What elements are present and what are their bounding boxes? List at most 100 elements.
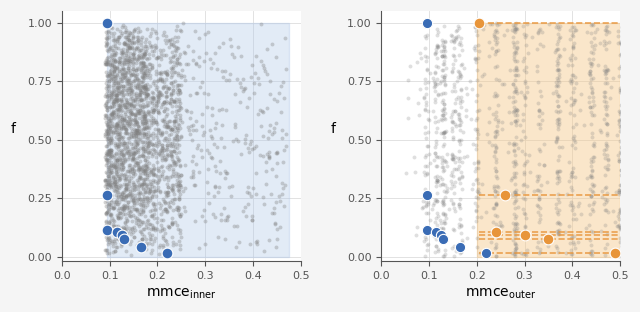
Point [106, 123, 116, 128]
Point [127, 166, 137, 171]
Point [150, 207, 160, 212]
Point [259, 110, 269, 115]
Point [120, 111, 130, 116]
Point [168, 54, 179, 59]
Point [113, 235, 124, 240]
Point [207, 61, 218, 66]
Point [175, 100, 186, 105]
Point [127, 166, 138, 171]
Point [586, 134, 596, 139]
Point [124, 119, 134, 124]
Point [151, 56, 161, 61]
Point [131, 129, 141, 134]
Point [141, 131, 151, 136]
Point [159, 207, 170, 212]
Point [141, 222, 152, 227]
Point [140, 84, 150, 89]
Point [147, 100, 157, 105]
Point [132, 139, 143, 144]
Point [161, 95, 172, 100]
Point [614, 225, 625, 230]
Point [101, 85, 111, 90]
Point [102, 235, 113, 240]
Point [447, 118, 458, 123]
Point [152, 184, 163, 189]
Point [171, 181, 181, 186]
Point [106, 163, 116, 168]
Point [536, 182, 546, 187]
Point [132, 127, 142, 132]
Point [510, 231, 520, 236]
Point [122, 186, 132, 191]
Point [129, 235, 140, 240]
Point [106, 68, 116, 73]
Point [127, 196, 138, 201]
Point [131, 67, 141, 72]
Point [142, 219, 152, 224]
Point [602, 67, 612, 72]
Point [138, 45, 148, 50]
Point [509, 222, 520, 227]
Point [218, 41, 228, 46]
Point [120, 101, 130, 106]
Point [113, 137, 124, 142]
Point [109, 104, 119, 109]
Point [107, 216, 117, 221]
Point [454, 141, 465, 146]
Point [166, 127, 176, 132]
Point [430, 64, 440, 69]
Point [134, 110, 145, 115]
Point [140, 171, 150, 176]
Point [138, 113, 148, 118]
Point [156, 77, 166, 82]
Point [165, 143, 175, 148]
Point [421, 35, 431, 40]
Point [138, 169, 148, 174]
Point [490, 188, 500, 193]
Point [251, 170, 261, 175]
Point [597, 188, 607, 193]
Point [552, 22, 563, 27]
Point [204, 201, 214, 206]
Point [140, 168, 150, 173]
Point [131, 129, 141, 134]
Point [241, 190, 252, 195]
Point [433, 249, 444, 254]
Point [431, 125, 442, 130]
Point [615, 112, 625, 117]
Point [102, 108, 112, 113]
Point [113, 144, 124, 149]
Point [102, 186, 112, 191]
Point [568, 41, 579, 46]
Point [176, 73, 186, 78]
Point [157, 131, 168, 136]
Point [610, 251, 620, 256]
Point [555, 23, 565, 28]
Point [131, 209, 141, 214]
Point [100, 131, 111, 136]
Point [112, 230, 122, 235]
Point [112, 202, 122, 207]
Point [421, 91, 431, 96]
Point [103, 115, 113, 120]
Point [129, 122, 140, 127]
Point [106, 94, 116, 99]
Point [447, 68, 457, 73]
Point [174, 88, 184, 93]
Point [124, 178, 134, 183]
Point [122, 202, 132, 207]
Point [113, 174, 123, 179]
Point [122, 120, 132, 125]
Point [166, 67, 177, 72]
Point [435, 79, 445, 84]
Point [112, 226, 122, 231]
Point [101, 222, 111, 227]
Point [131, 142, 141, 147]
Point [109, 188, 119, 193]
Point [571, 122, 581, 127]
Point [174, 186, 184, 191]
Point [108, 100, 118, 105]
Point [267, 42, 277, 47]
Point [111, 93, 122, 98]
Point [132, 35, 143, 40]
